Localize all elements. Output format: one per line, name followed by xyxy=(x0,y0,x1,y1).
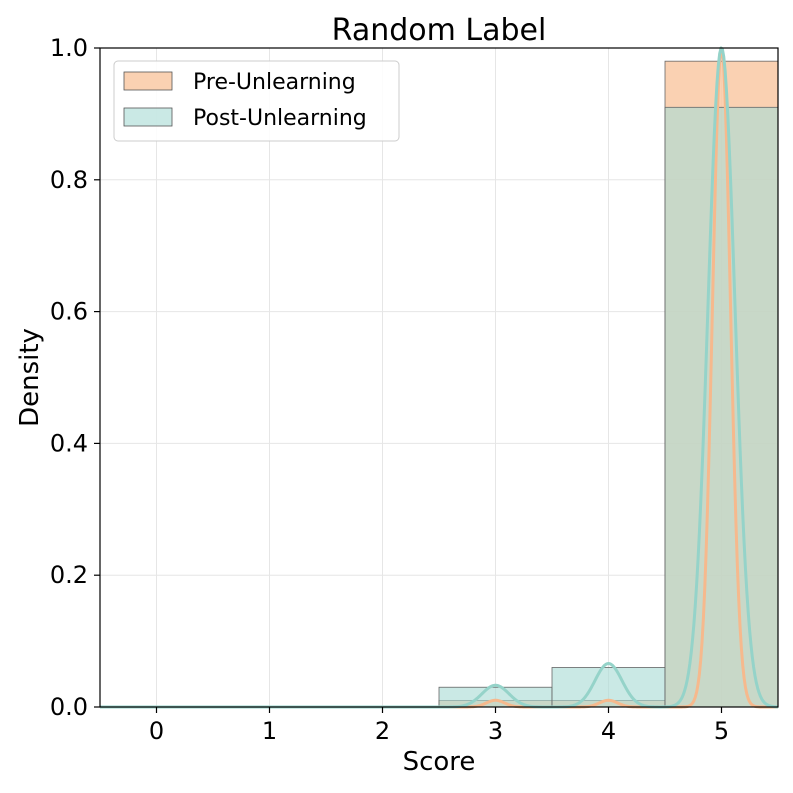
x-tick-label-3: 3 xyxy=(488,717,503,745)
ticks-layer: 0 1 2 3 4 5 0.0 0.2 0.4 0.6 0.8 1.0 xyxy=(50,34,729,745)
y-tick-label-3: 0.6 xyxy=(50,298,88,326)
legend: Pre-Unlearning Post-Unlearning xyxy=(113,60,400,142)
legend-label-pre-unlearning: Pre-Unlearning xyxy=(193,70,356,95)
x-tick-label-4: 4 xyxy=(601,717,616,745)
bar-post-unlearning-bin-3 xyxy=(438,686,553,708)
x-tick-label-1: 1 xyxy=(262,717,277,745)
y-axis-label: Density xyxy=(15,328,45,427)
legend-label-post-unlearning: Post-Unlearning xyxy=(193,106,367,131)
y-tick-label-5: 1.0 xyxy=(50,34,88,62)
x-tick-label-2: 2 xyxy=(375,717,390,745)
x-tick-label-5: 5 xyxy=(714,717,729,745)
bars-layer xyxy=(438,60,779,708)
y-tick-label-4: 0.8 xyxy=(50,166,88,194)
y-tick-label-2: 0.4 xyxy=(50,429,88,457)
chart-title: Random Label xyxy=(332,13,547,48)
x-axis-label: Score xyxy=(403,747,476,777)
plot-frame xyxy=(99,47,779,708)
legend-swatch-pre-unlearning xyxy=(123,71,173,91)
y-tick-label-0: 0.0 xyxy=(50,693,88,721)
legend-box xyxy=(113,60,400,142)
bar-post-unlearning-bin-5 xyxy=(664,106,779,708)
legend-swatch-post-unlearning xyxy=(123,107,173,127)
x-tick-label-0: 0 xyxy=(149,717,164,745)
y-tick-label-1: 0.2 xyxy=(50,561,88,589)
